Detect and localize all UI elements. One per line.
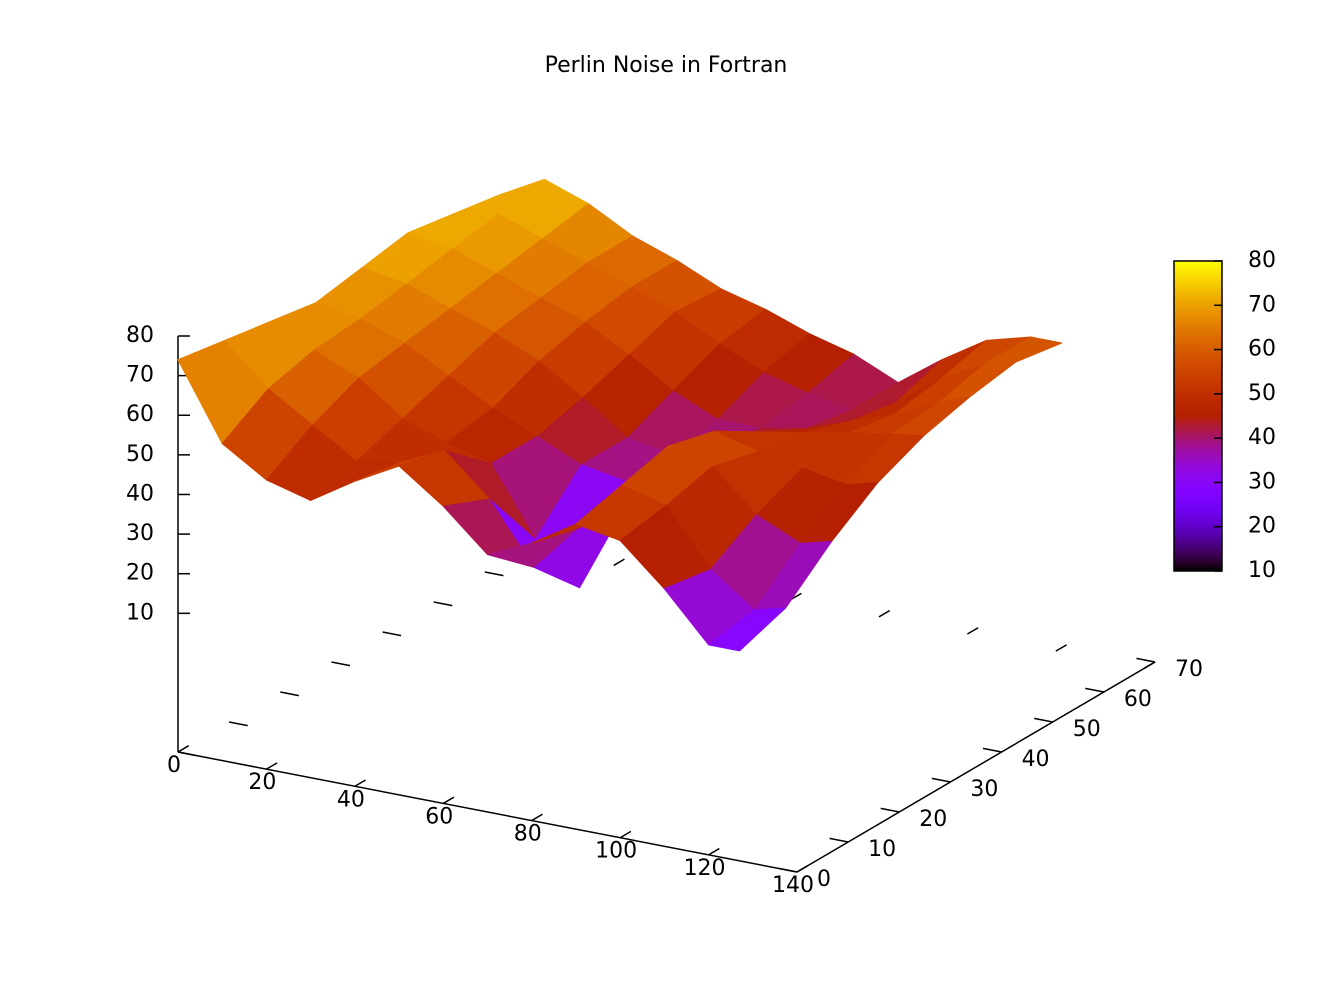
- chart-title: Perlin Noise in Fortran: [545, 53, 788, 78]
- colorbar-tick-label: 20: [1248, 514, 1276, 539]
- y-tick-label: 30: [970, 777, 998, 802]
- z-tick-label: 70: [126, 363, 154, 388]
- y-tick-mirror: [382, 631, 402, 637]
- colorbar-tick-label: 30: [1248, 469, 1276, 494]
- x-tick: [619, 830, 632, 839]
- z-tick-label: 60: [126, 402, 154, 427]
- x-tick-label: 140: [772, 873, 814, 898]
- colorbar-tick-label: 40: [1248, 425, 1276, 450]
- y-tick-mirror: [280, 691, 299, 697]
- axis-line: [177, 661, 1156, 873]
- x-tick-mirror: [1055, 644, 1067, 652]
- z-tick-label: 20: [126, 561, 154, 586]
- x-tick: [796, 865, 809, 873]
- x-tick-label: 100: [595, 839, 637, 864]
- surface-patch: [708, 607, 787, 652]
- colorbar-tick-label: 80: [1248, 248, 1276, 273]
- z-tick-label: 10: [126, 600, 154, 625]
- colorbar-tick-label: 70: [1248, 292, 1276, 317]
- x-tick-label: 120: [684, 856, 726, 881]
- colorbar: [1173, 260, 1223, 572]
- x-tick-label: 20: [248, 770, 276, 795]
- y-tick-mirror: [433, 601, 453, 607]
- x-tick-mirror: [878, 609, 891, 618]
- colorbar-tick-label: 10: [1248, 558, 1276, 583]
- x-tick: [354, 779, 366, 787]
- y-tick-label: 60: [1124, 687, 1152, 712]
- y-tick: [982, 747, 1002, 753]
- x-tick: [708, 847, 720, 856]
- colorbar-tick-label: 60: [1248, 337, 1276, 362]
- y-tick-mirror: [484, 571, 504, 577]
- x-tick: [266, 762, 278, 770]
- y-tick-label: 0: [817, 867, 831, 892]
- y-tick: [778, 867, 798, 873]
- y-tick: [829, 837, 849, 843]
- surface: [177, 178, 1063, 652]
- x-tick-label: 0: [167, 753, 181, 778]
- y-tick-mirror: [331, 661, 351, 667]
- y-tick: [1034, 717, 1053, 723]
- x-tick: [531, 813, 543, 822]
- x-tick-label: 40: [337, 787, 365, 812]
- colorbar-tick-label: 50: [1248, 381, 1276, 406]
- y-tick-label: 40: [1022, 747, 1050, 772]
- x-tick-mirror: [967, 627, 979, 635]
- y-tick-mirror: [229, 721, 248, 727]
- x-tick: [177, 745, 190, 753]
- z-tick-label: 30: [126, 521, 154, 546]
- x-tick-mirror: [1143, 661, 1156, 669]
- y-tick: [1136, 657, 1156, 663]
- x-tick-mirror: [613, 558, 625, 567]
- y-tick: [880, 807, 900, 813]
- y-tick-mirror: [177, 751, 197, 757]
- y-tick-label: 10: [868, 837, 896, 862]
- y-tick-label: 50: [1073, 717, 1101, 742]
- z-tick-label: 80: [126, 323, 154, 348]
- x-tick: [442, 796, 455, 805]
- x-tick-label: 80: [514, 822, 542, 847]
- x-tick-label: 60: [425, 804, 453, 829]
- y-tick-label: 20: [919, 807, 947, 832]
- z-tick-label: 40: [126, 481, 154, 506]
- y-tick: [931, 777, 951, 783]
- y-tick: [1085, 687, 1104, 693]
- z-tick-label: 50: [126, 442, 154, 467]
- y-tick-label: 70: [1175, 657, 1203, 682]
